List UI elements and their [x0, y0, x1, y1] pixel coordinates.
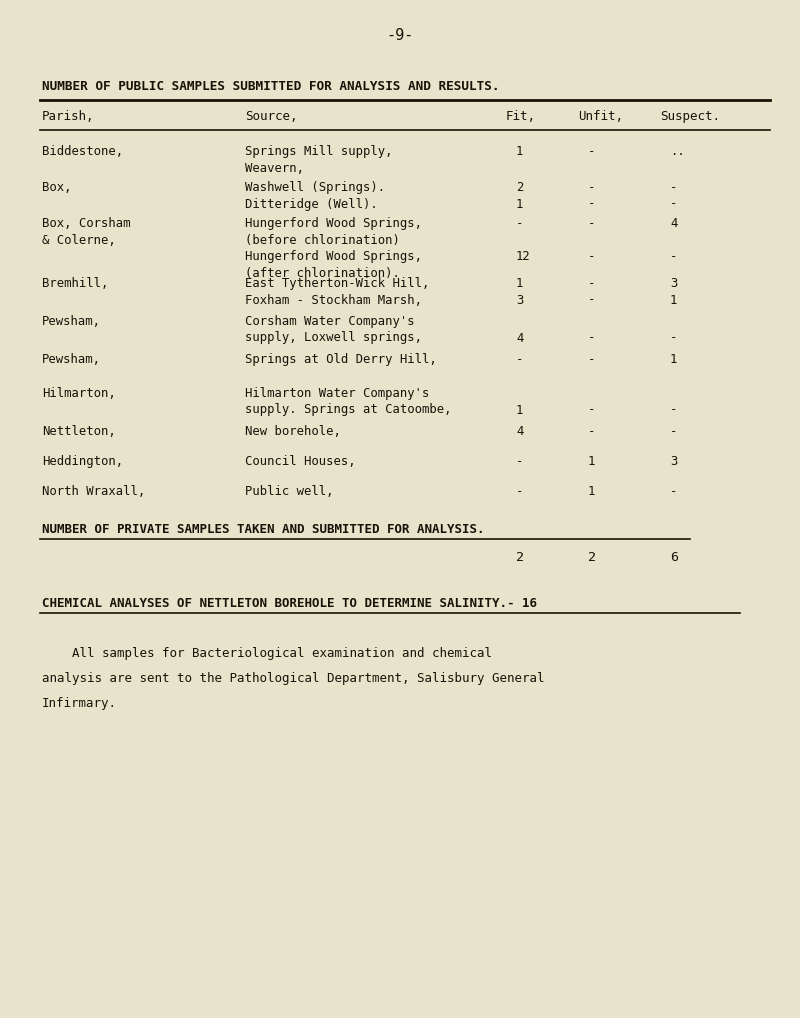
Text: Box,: Box,: [42, 181, 71, 194]
Text: -: -: [670, 332, 678, 344]
Text: -: -: [516, 455, 523, 468]
Text: analysis are sent to the Pathological Department, Salisbury General: analysis are sent to the Pathological De…: [42, 672, 545, 685]
Text: Biddestone,: Biddestone,: [42, 145, 123, 158]
Text: Unfit,: Unfit,: [578, 110, 623, 123]
Text: -9-: -9-: [386, 29, 414, 43]
Text: Pewsham,: Pewsham,: [42, 353, 101, 366]
Text: Public well,: Public well,: [245, 485, 334, 498]
Text: 1: 1: [516, 277, 523, 290]
Text: Springs Mill supply,: Springs Mill supply,: [245, 145, 393, 158]
Text: 2: 2: [516, 181, 523, 194]
Text: Fit,: Fit,: [506, 110, 536, 123]
Text: -: -: [516, 217, 523, 230]
Text: -: -: [670, 181, 678, 194]
Text: -: -: [588, 353, 595, 366]
Text: 1: 1: [670, 353, 678, 366]
Text: -: -: [588, 250, 595, 263]
Text: -: -: [670, 197, 678, 211]
Text: CHEMICAL ANALYSES OF NETTLETON BOREHOLE TO DETERMINE SALINITY.- 16: CHEMICAL ANALYSES OF NETTLETON BOREHOLE …: [42, 597, 537, 610]
Text: 2: 2: [516, 551, 524, 564]
Text: -: -: [588, 293, 595, 306]
Text: (after chlorination).: (after chlorination).: [245, 267, 400, 280]
Text: 3: 3: [670, 455, 678, 468]
Text: 12: 12: [516, 250, 530, 263]
Text: -: -: [670, 403, 678, 416]
Text: Pewsham,: Pewsham,: [42, 315, 101, 328]
Text: Washwell (Springs).: Washwell (Springs).: [245, 181, 385, 194]
Text: -: -: [588, 403, 595, 416]
Text: -: -: [516, 485, 523, 498]
Text: 4: 4: [670, 217, 678, 230]
Text: Box, Corsham: Box, Corsham: [42, 217, 130, 230]
Text: 4: 4: [516, 332, 523, 344]
Text: & Colerne,: & Colerne,: [42, 233, 116, 246]
Text: 1: 1: [588, 485, 595, 498]
Text: -: -: [670, 250, 678, 263]
Text: Hungerford Wood Springs,: Hungerford Wood Springs,: [245, 250, 422, 263]
Text: Hilmarton Water Company's: Hilmarton Water Company's: [245, 387, 430, 400]
Text: Heddington,: Heddington,: [42, 455, 123, 468]
Text: Weavern,: Weavern,: [245, 162, 304, 174]
Text: supply, Loxwell springs,: supply, Loxwell springs,: [245, 332, 422, 344]
Text: -: -: [588, 277, 595, 290]
Text: Foxham - Stockham Marsh,: Foxham - Stockham Marsh,: [245, 293, 422, 306]
Text: Springs at Old Derry Hill,: Springs at Old Derry Hill,: [245, 353, 437, 366]
Text: Ditteridge (Well).: Ditteridge (Well).: [245, 197, 378, 211]
Text: Corsham Water Company's: Corsham Water Company's: [245, 315, 414, 328]
Text: North Wraxall,: North Wraxall,: [42, 485, 146, 498]
Text: Source,: Source,: [245, 110, 298, 123]
Text: 1: 1: [588, 455, 595, 468]
Text: East Tytherton-Wick Hill,: East Tytherton-Wick Hill,: [245, 277, 430, 290]
Text: -: -: [516, 353, 523, 366]
Text: 1: 1: [516, 403, 523, 416]
Text: supply. Springs at Catoombe,: supply. Springs at Catoombe,: [245, 403, 451, 416]
Text: Parish,: Parish,: [42, 110, 94, 123]
Text: New borehole,: New borehole,: [245, 425, 341, 438]
Text: -: -: [670, 485, 678, 498]
Text: -: -: [588, 332, 595, 344]
Text: Hungerford Wood Springs,: Hungerford Wood Springs,: [245, 217, 422, 230]
Text: ..: ..: [670, 145, 685, 158]
Text: NUMBER OF PRIVATE SAMPLES TAKEN AND SUBMITTED FOR ANALYSIS.: NUMBER OF PRIVATE SAMPLES TAKEN AND SUBM…: [42, 523, 485, 536]
Text: Suspect.: Suspect.: [660, 110, 720, 123]
Text: -: -: [588, 425, 595, 438]
Text: 3: 3: [670, 277, 678, 290]
Text: Bremhill,: Bremhill,: [42, 277, 108, 290]
Text: 6: 6: [670, 551, 678, 564]
Text: All samples for Bacteriological examination and chemical: All samples for Bacteriological examinat…: [42, 647, 492, 660]
Text: 2: 2: [588, 551, 596, 564]
Text: -: -: [588, 145, 595, 158]
Text: -: -: [670, 425, 678, 438]
Text: -: -: [588, 217, 595, 230]
Text: -: -: [588, 197, 595, 211]
Text: Council Houses,: Council Houses,: [245, 455, 356, 468]
Text: 3: 3: [516, 293, 523, 306]
Text: (before chlorination): (before chlorination): [245, 233, 400, 246]
Text: 1: 1: [516, 145, 523, 158]
Text: 1: 1: [516, 197, 523, 211]
Text: 1: 1: [670, 293, 678, 306]
Text: Infirmary.: Infirmary.: [42, 696, 117, 710]
Text: 4: 4: [516, 425, 523, 438]
Text: -: -: [588, 181, 595, 194]
Text: Nettleton,: Nettleton,: [42, 425, 116, 438]
Text: NUMBER OF PUBLIC SAMPLES SUBMITTED FOR ANALYSIS AND RESULTS.: NUMBER OF PUBLIC SAMPLES SUBMITTED FOR A…: [42, 80, 499, 93]
Text: Hilmarton,: Hilmarton,: [42, 387, 116, 400]
